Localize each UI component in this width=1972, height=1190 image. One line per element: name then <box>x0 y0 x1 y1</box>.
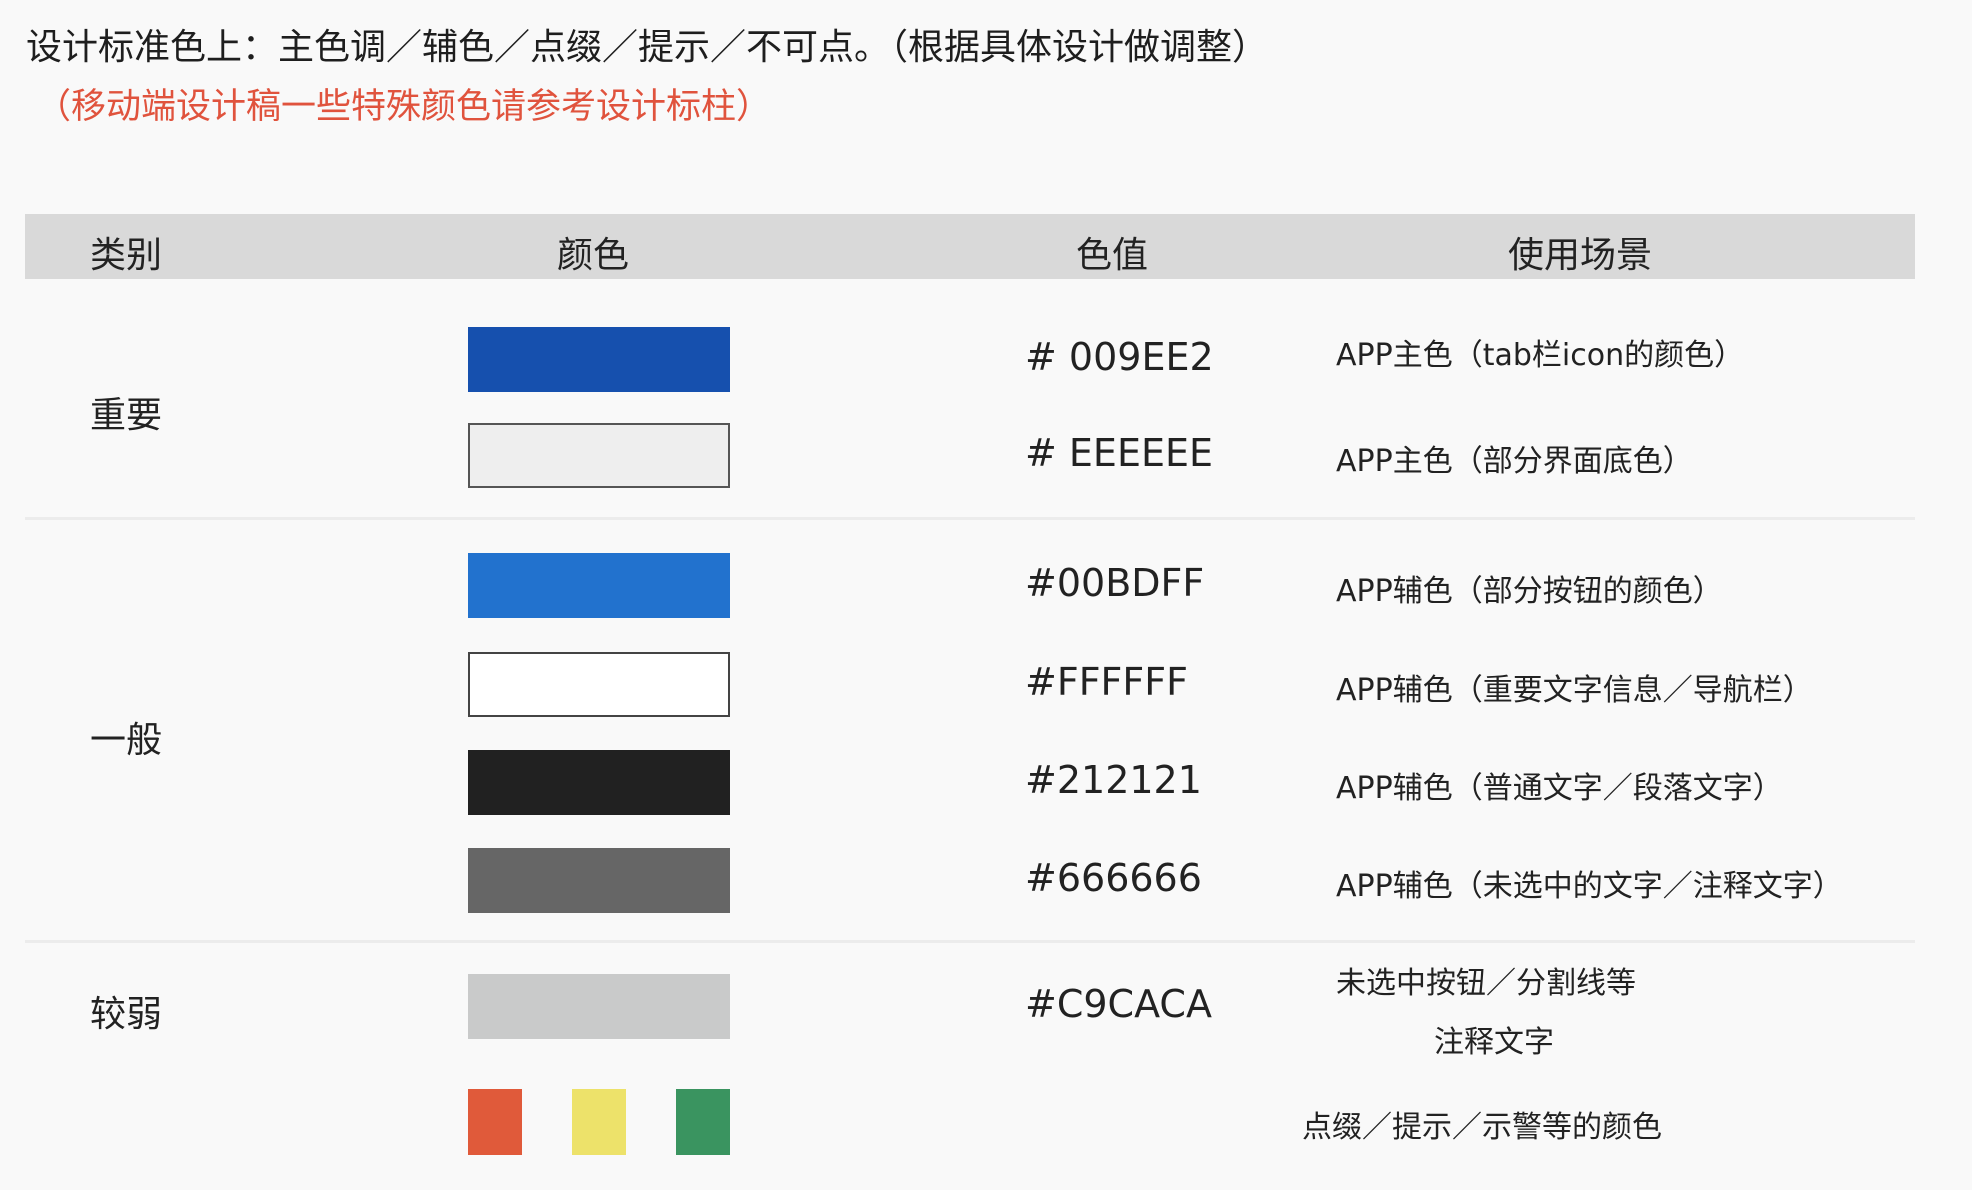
header-category: 类别 <box>90 235 163 276</box>
usage-text: APP辅色（普通文字／段落文字） <box>1336 771 1783 806</box>
usage-text: APP主色（tab栏icon的颜色） <box>1336 338 1745 373</box>
color-swatch <box>468 848 730 913</box>
accent-usage-text: 点缀／提示／示警等的颜色 <box>1302 1110 1662 1145</box>
hex-value: #00BDFF <box>1025 561 1205 605</box>
accent-swatch-green <box>676 1089 730 1155</box>
row-divider <box>25 940 1915 943</box>
color-swatch <box>468 327 730 392</box>
usage-text: APP辅色（重要文字信息／导航栏） <box>1336 673 1813 708</box>
color-swatch <box>468 652 730 717</box>
hex-value: # EEEEEE <box>1025 431 1213 475</box>
hex-value: #FFFFFF <box>1025 660 1188 704</box>
category-important: 重要 <box>90 395 163 436</box>
header-usage: 使用场景 <box>1508 235 1653 276</box>
page-title: 设计标准色上：主色调／辅色／点缀／提示／不可点。（根据具体设计做调整） <box>26 27 1269 68</box>
color-swatch <box>468 553 730 618</box>
usage-text: APP辅色（部分按钮的颜色） <box>1336 574 1723 609</box>
hex-value: #C9CACA <box>1025 982 1212 1026</box>
hex-value: # 009EE2 <box>1025 335 1214 379</box>
header-value: 色值 <box>1076 235 1149 276</box>
color-swatch <box>468 423 730 488</box>
page-subtitle: （移动端设计稿一些特殊颜色请参考设计标柱） <box>36 87 772 127</box>
row-divider <box>25 517 1915 520</box>
usage-text: APP主色（部分界面底色） <box>1336 444 1693 479</box>
hex-value: #666666 <box>1025 856 1202 900</box>
usage-text-2: 注释文字 <box>1434 1025 1554 1060</box>
table-header <box>25 214 1915 279</box>
header-color: 颜色 <box>557 235 630 276</box>
usage-text: 未选中按钮／分割线等 <box>1336 966 1636 1001</box>
category-general: 一般 <box>90 720 163 761</box>
hex-value: #212121 <box>1025 758 1202 802</box>
color-swatch <box>468 974 730 1039</box>
accent-swatch-yellow <box>572 1089 626 1155</box>
color-swatch <box>468 750 730 815</box>
category-weak: 较弱 <box>90 994 163 1035</box>
accent-swatch-red <box>468 1089 522 1155</box>
usage-text: APP辅色（未选中的文字／注释文字） <box>1336 869 1843 904</box>
